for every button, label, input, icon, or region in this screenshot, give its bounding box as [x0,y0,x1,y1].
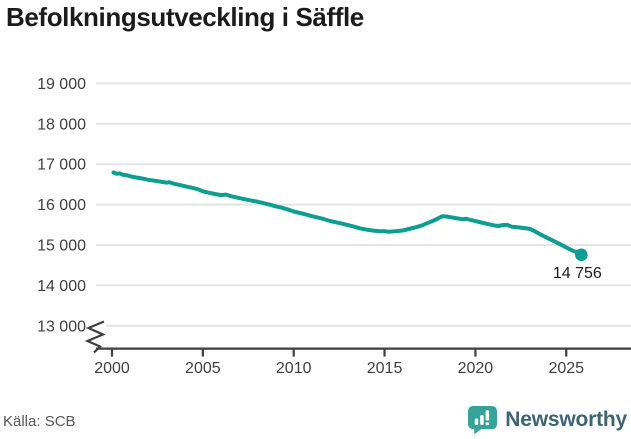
bar-chart-exclamation-glyph [475,410,490,426]
end-value-label: 14 756 [553,265,602,282]
y-tick-label: 19 000 [37,76,86,93]
x-tick-label: 2020 [458,360,494,377]
x-tick-label: 2005 [185,360,221,377]
y-tick-label: 13 000 [37,318,86,335]
y-tick-label: 17 000 [37,157,86,174]
x-tick-label: 2025 [548,360,584,377]
newsworthy-speech-bubble-bar-chart-icon [468,405,498,435]
x-tick-label: 2015 [367,360,403,377]
x-tick-label: 2010 [276,360,312,377]
page-title: Befolkningsutveckling i Säffle [6,2,364,32]
end-point-dot [575,248,588,262]
y-tick-label: 16 000 [37,197,86,214]
source-label: Källa: SCB [3,413,76,430]
y-tick-label: 18 000 [37,116,86,133]
x-tick-label: 2000 [94,360,130,377]
y-tick-label: 14 000 [37,278,86,295]
newsworthy-wordmark: Newsworthy [505,407,627,431]
axis-break-squiggle-icon [84,320,106,354]
newsworthy-logo[interactable]: Newsworthy [467,404,627,435]
y-tick-label: 15 000 [37,238,86,255]
population-line [111,170,584,257]
